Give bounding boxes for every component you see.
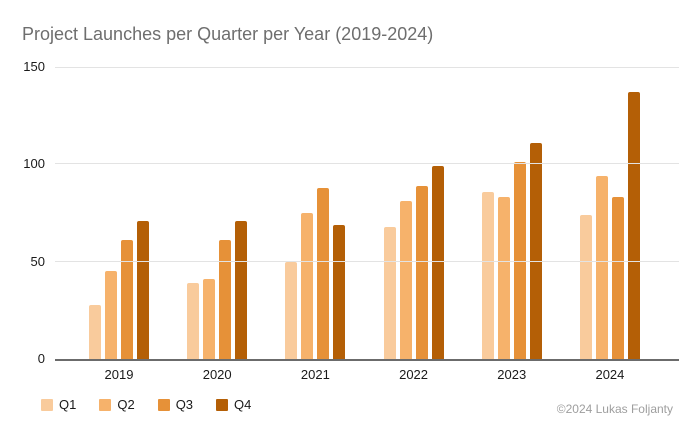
legend-item-q2: Q2 (99, 397, 135, 412)
bar-2022-q1[interactable] (383, 226, 396, 359)
x-axis-label-2023: 2023 (497, 367, 527, 382)
bar-2020-q3[interactable] (219, 240, 232, 359)
bar-2023-q4[interactable] (529, 142, 542, 359)
bar-2020-q1[interactable] (187, 283, 200, 359)
footer-credit: ©2024 Lukas Foljanty (556, 402, 673, 416)
bar-2023-q3[interactable] (513, 162, 526, 359)
x-axis-label-2024: 2024 (595, 367, 625, 382)
legend-swatch-q4 (216, 398, 229, 411)
legend-swatch-q3 (157, 398, 170, 411)
year-group-2021 (285, 67, 346, 359)
gridline-50 (55, 261, 679, 262)
x-axis-label-2019: 2019 (104, 367, 134, 382)
year-group-2024 (579, 67, 640, 359)
legend-item-q4: Q4 (216, 397, 251, 412)
bar-2023-q2[interactable] (497, 197, 510, 359)
plot-area: 0 50 100 150 (23, 60, 679, 366)
bar-2021-q3[interactable] (317, 187, 330, 359)
year-group-2022 (383, 67, 444, 359)
legend-label-q1: Q1 (59, 397, 77, 412)
bar-2019-q2[interactable] (105, 271, 117, 359)
bar-2021-q1[interactable] (285, 261, 298, 359)
gridline-100 (55, 163, 679, 164)
x-axis-label-2022: 2022 (399, 367, 429, 382)
bar-2024-q2[interactable] (595, 176, 608, 359)
bar-2019-q3[interactable] (121, 240, 133, 359)
legend-item-q1: Q1 (41, 397, 76, 412)
bar-2019-q1[interactable] (89, 304, 101, 359)
bar-2021-q4[interactable] (333, 224, 346, 359)
year-group-2020 (187, 67, 248, 359)
bar-2020-q4[interactable] (235, 220, 248, 359)
legend-swatch-q1 (41, 398, 53, 411)
bar-2023-q1[interactable] (481, 191, 494, 359)
bar-2024-q1[interactable] (579, 214, 592, 359)
x-axis-labels: 2019 2020 2021 2022 2023 2024 (55, 367, 679, 382)
bar-groups (55, 67, 679, 359)
gridline-150 (55, 67, 679, 68)
y-axis-tick-100: 100 (23, 156, 45, 171)
bar-2021-q2[interactable] (301, 213, 314, 359)
legend-label-q2: Q2 (117, 397, 135, 412)
y-axis-tick-150: 150 (23, 59, 45, 74)
x-axis-label-2021: 2021 (300, 367, 330, 382)
legend-label-q3: Q3 (175, 397, 194, 412)
bar-2022-q2[interactable] (399, 201, 412, 359)
chart-title: Project Launches per Quarter per Year (2… (22, 24, 434, 44)
legend-swatch-q2 (99, 398, 112, 411)
year-group-2019 (89, 67, 149, 359)
year-group-2023 (481, 67, 542, 359)
legend: Q1 Q2 Q3 Q4 (41, 397, 251, 412)
y-axis-tick-0: 0 (37, 351, 45, 366)
bar-2019-q4[interactable] (137, 220, 149, 359)
bar-2022-q3[interactable] (415, 185, 428, 359)
bar-2020-q2[interactable] (203, 279, 216, 359)
legend-label-q4: Q4 (234, 397, 252, 412)
bar-2022-q4[interactable] (431, 166, 444, 359)
bar-2024-q3[interactable] (611, 197, 624, 359)
x-axis-label-2020: 2020 (202, 367, 232, 382)
legend-item-q3: Q3 (157, 397, 194, 412)
y-axis-tick-50: 50 (30, 254, 45, 269)
bar-2024-q4[interactable] (627, 92, 640, 359)
